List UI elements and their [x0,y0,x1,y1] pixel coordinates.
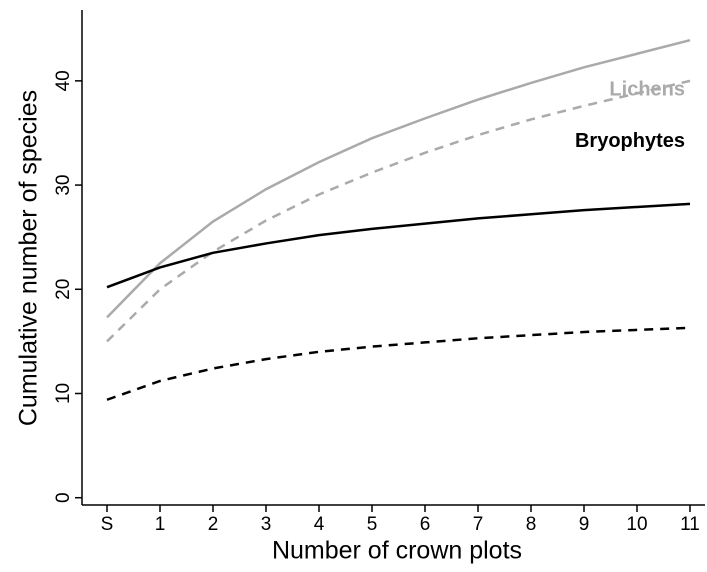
x-tick-label: S [101,514,114,535]
x-tick-label: 2 [208,514,219,535]
x-axis-title: Number of crown plots [272,537,522,565]
y-tick-label: 40 [53,70,74,91]
series-line [106,202,691,289]
x-tick-label: 7 [473,514,484,535]
x-tick-label: 1 [155,514,166,535]
y-axis-title: Cumulative number of species [15,90,43,426]
x-tick-label: 4 [314,514,325,535]
x-tick-label: 3 [261,514,272,535]
x-tick-label: 9 [579,514,590,535]
x-tick-label: 11 [680,514,700,535]
series-line [106,39,691,319]
series-line [106,326,691,401]
series-label: Bryophytes [575,130,685,152]
x-tick-label: 6 [420,514,431,535]
y-tick-label: 20 [53,279,74,300]
y-tick-label: 0 [53,492,74,503]
x-tick-label: 5 [367,514,378,535]
x-tick-label: 8 [526,514,537,535]
y-tick-label: 30 [53,175,74,196]
y-tick-label: 10 [53,383,74,404]
series-label: Lichens [609,79,685,101]
x-tick-label: 10 [626,514,647,535]
series-line [106,79,691,343]
